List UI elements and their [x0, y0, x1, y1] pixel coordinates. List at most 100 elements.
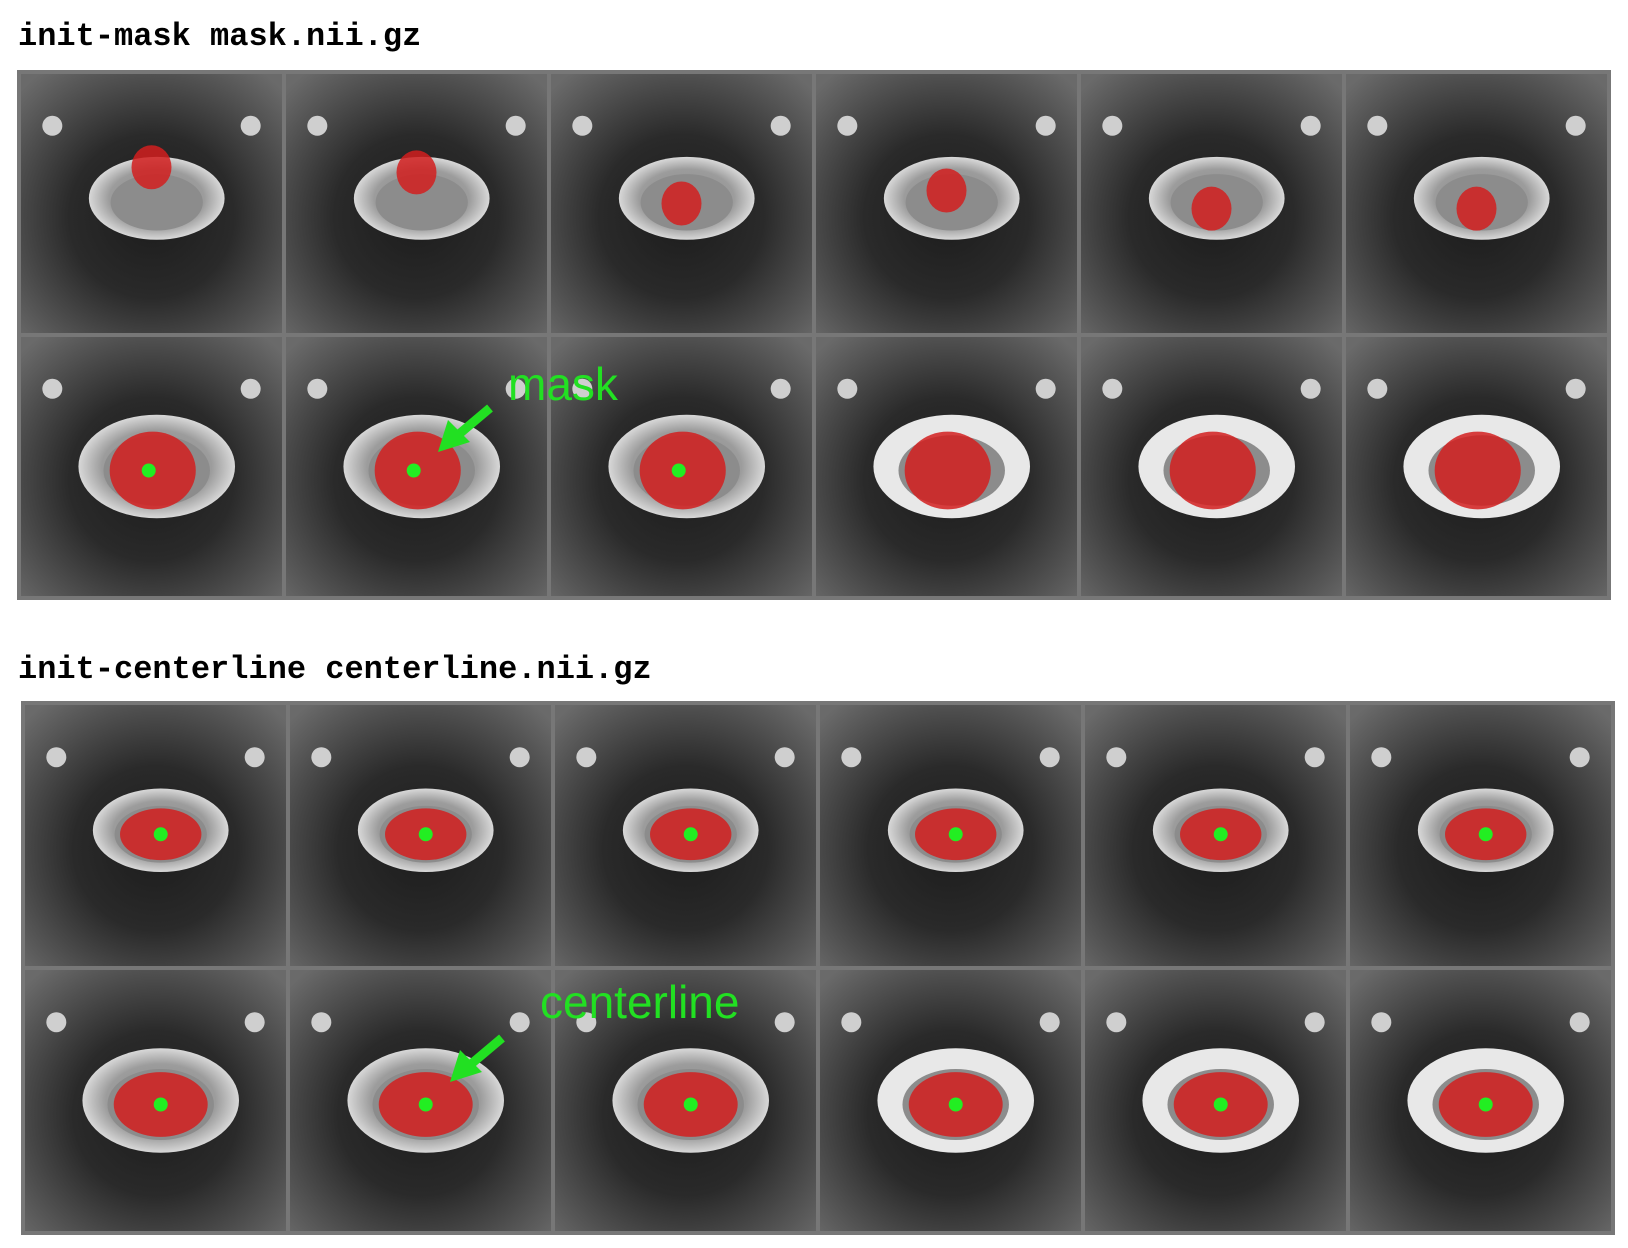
mri-slice: [1085, 705, 1346, 966]
mri-slice: [1350, 970, 1611, 1231]
segmentation-mask: [661, 181, 702, 226]
mri-slice: [1350, 705, 1611, 966]
mri-slice: [551, 337, 812, 596]
mri-slice: [820, 970, 1081, 1231]
vessel: [1304, 747, 1325, 768]
vessel: [1035, 115, 1056, 136]
segmentation-mask: [1434, 431, 1521, 510]
mri-slice: [1081, 337, 1342, 596]
segmentation-mask: [904, 431, 991, 510]
mri-slice: [25, 970, 286, 1231]
mri-slice: [816, 74, 1077, 333]
spinal-cord: [110, 174, 203, 231]
mri-slice: [555, 970, 816, 1231]
vessel: [770, 378, 791, 399]
vessel: [46, 747, 67, 768]
vessel: [1304, 1012, 1325, 1033]
centerline-point: [153, 1097, 168, 1112]
segmentation-mask: [1191, 186, 1232, 231]
centerline-point: [671, 463, 686, 478]
vessel: [240, 115, 261, 136]
centerline-point: [418, 1097, 433, 1112]
vessel: [46, 1012, 67, 1033]
grid-frame: [17, 70, 1611, 600]
vessel: [1102, 378, 1123, 399]
arrow-head: [450, 1050, 482, 1082]
centerline-point: [406, 463, 421, 478]
vessel: [572, 115, 593, 136]
image-grid: [17, 70, 1611, 600]
centerline-point: [1213, 1097, 1228, 1112]
vessel: [1565, 378, 1586, 399]
segmentation-mask: [131, 145, 172, 190]
vessel: [1035, 378, 1056, 399]
vessel: [1039, 1012, 1060, 1033]
centerline-point: [683, 827, 698, 842]
annotations: mask centerline: [438, 358, 739, 1082]
vessel: [1300, 378, 1321, 399]
vessel: [1102, 115, 1123, 136]
grid-frame: [21, 701, 1615, 1235]
panel-title: init-centerline centerline.nii.gz: [18, 651, 652, 688]
vessel: [576, 1012, 597, 1033]
segmentation-mask: [1456, 186, 1497, 231]
vessel: [1300, 115, 1321, 136]
grids: [17, 70, 1615, 1235]
mri-slice: [1081, 74, 1342, 333]
annotation-label: centerline: [540, 976, 739, 1028]
mri-slice: [555, 705, 816, 966]
mri-slice: [21, 337, 282, 596]
vessel: [1106, 747, 1127, 768]
centerline-point: [683, 1097, 698, 1112]
vessel: [774, 747, 795, 768]
mri-slice: [816, 337, 1077, 596]
centerline-point: [948, 1097, 963, 1112]
vessel: [311, 1012, 332, 1033]
vessel: [42, 378, 63, 399]
vessel: [509, 747, 530, 768]
vessel: [311, 747, 332, 768]
centerline-point: [141, 463, 156, 478]
segmentation-mask: [926, 168, 967, 213]
vessel: [1367, 115, 1388, 136]
mri-slice: [820, 705, 1081, 966]
vessel: [572, 378, 593, 399]
vessel: [1039, 747, 1060, 768]
mri-slice: [21, 74, 282, 333]
vessel: [1371, 1012, 1392, 1033]
vessel: [1565, 115, 1586, 136]
panel-title: init-mask mask.nii.gz: [18, 18, 421, 55]
image-grid: [21, 701, 1615, 1235]
mri-slice: [1085, 970, 1346, 1231]
vessel: [770, 115, 791, 136]
mri-slice: [286, 74, 547, 333]
mri-slice: [1346, 337, 1607, 596]
vessel: [841, 747, 862, 768]
mri-slice: [290, 705, 551, 966]
vessel: [244, 1012, 265, 1033]
vessel: [837, 378, 858, 399]
vessel: [307, 378, 328, 399]
annotation-label: mask: [508, 358, 619, 410]
mri-slice: [551, 74, 812, 333]
vessel: [841, 1012, 862, 1033]
vessel: [1367, 378, 1388, 399]
vessel: [307, 115, 328, 136]
segmentation-mask: [396, 150, 437, 195]
vessel: [1569, 747, 1590, 768]
vessel: [42, 115, 63, 136]
spinal-cord: [375, 174, 468, 231]
vessel: [509, 1012, 530, 1033]
vessel: [837, 115, 858, 136]
vessel: [1569, 1012, 1590, 1033]
vessel: [576, 747, 597, 768]
mri-slice: [290, 970, 551, 1231]
vessel: [1371, 747, 1392, 768]
mri-slice: [1346, 74, 1607, 333]
arrow-head: [438, 420, 470, 452]
centerline-point: [1213, 827, 1228, 842]
segmentation-mask: [1169, 431, 1256, 510]
centerline-point: [1478, 827, 1493, 842]
